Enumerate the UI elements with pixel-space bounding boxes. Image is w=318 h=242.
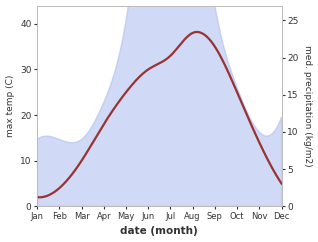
Y-axis label: max temp (C): max temp (C) [5, 75, 15, 137]
Y-axis label: med. precipitation (kg/m2): med. precipitation (kg/m2) [303, 45, 313, 167]
X-axis label: date (month): date (month) [121, 227, 198, 236]
